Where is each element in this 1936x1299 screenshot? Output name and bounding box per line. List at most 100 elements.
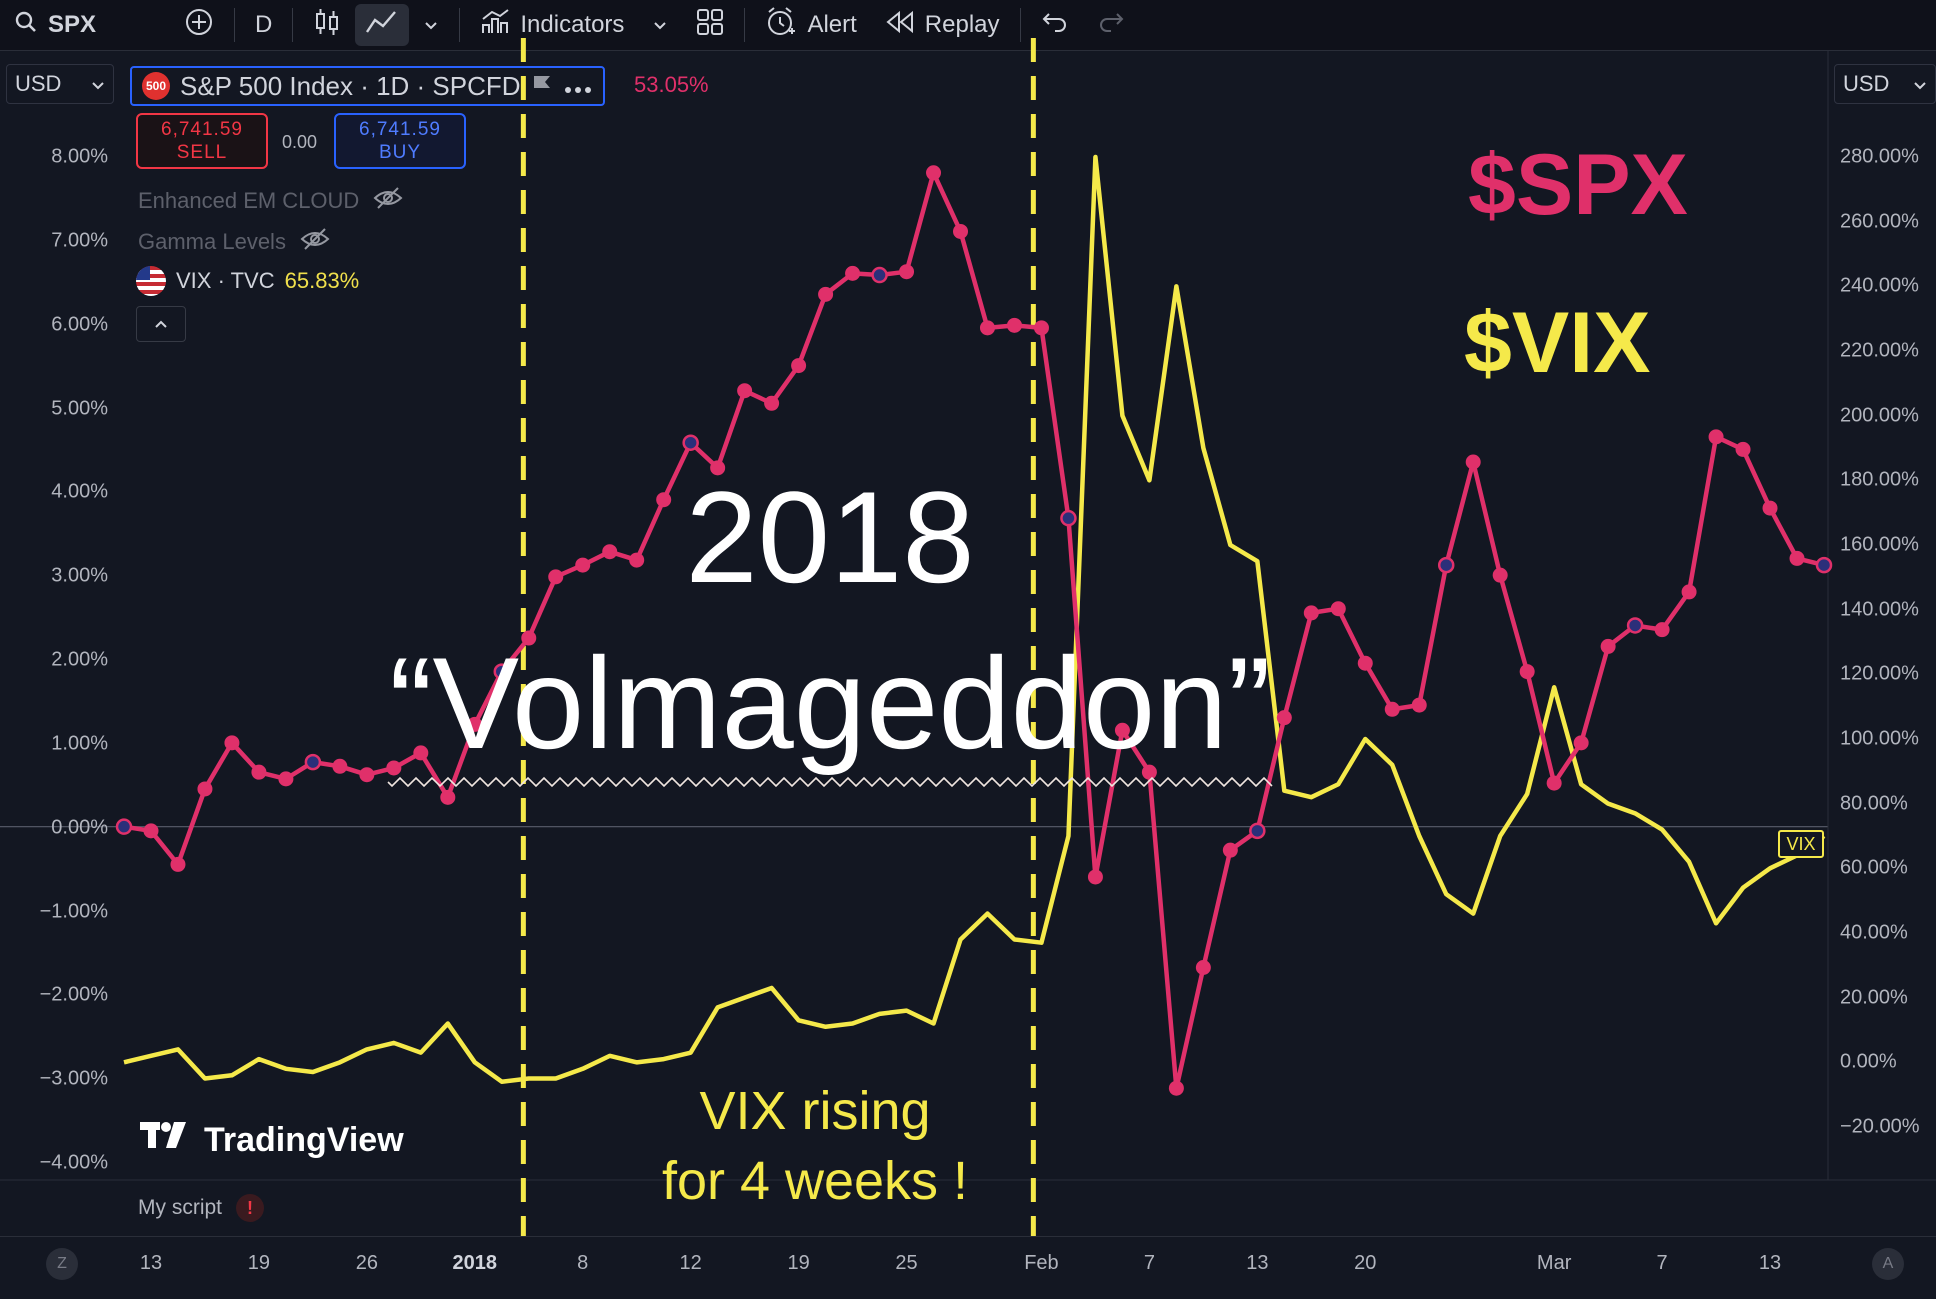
right-axis-tick: 180.00% [1840,468,1919,491]
collapse-legend-button[interactable] [136,306,186,342]
spx-data-point [548,569,564,585]
spx-data-point [1600,638,1616,654]
spx-data-point [521,630,537,646]
replay-button[interactable]: Replay [871,0,1014,50]
spx-data-point [1762,500,1778,516]
spx-data-point [1546,775,1562,791]
auto-scale-button[interactable]: A [1872,1248,1904,1280]
spx-data-point [1492,567,1508,583]
vix-series-line [123,154,1826,1084]
spx-data-point [682,434,699,451]
indicator-em-cloud[interactable]: Enhanced EM CLOUD [138,186,403,216]
currency-select-right[interactable]: USD [1834,64,1936,104]
indicator-gamma-label: Gamma Levels [138,229,286,254]
flag-icon[interactable] [531,71,553,102]
us-flag-icon [136,266,166,296]
time-axis-tick: 7 [1656,1252,1668,1274]
spx-annotation: $SPX [1468,137,1688,233]
vix-legend-change: 65.83% [284,268,360,293]
vix-note-line-2: for 4 weeks ! [661,1151,969,1211]
rewind-icon [885,10,915,41]
time-axis-tick: Feb [1024,1252,1059,1274]
tradingview-watermark: TradingView [140,1120,404,1161]
time-axis-tick: 13 [139,1252,163,1274]
spx-data-point [1195,960,1211,976]
spx-data-point [1303,605,1319,621]
more-options-icon[interactable] [563,71,593,102]
spx-data-point [278,771,294,787]
vix-annotation: $VIX [1464,295,1651,391]
alarm-clock-icon [765,6,797,45]
eye-hidden-icon[interactable] [300,227,330,257]
currency-left-label: USD [15,71,62,96]
error-icon[interactable]: ! [236,1194,264,1222]
left-axis-tick: 8.00% [51,145,108,168]
interval-button[interactable]: D [241,0,286,50]
currency-select-left[interactable]: USD [6,64,114,104]
sell-button[interactable]: 6,741.59 SELL [136,113,268,169]
right-axis-tick: 20.00% [1840,986,1908,1009]
candles-button[interactable] [299,0,355,50]
time-axis[interactable] [0,1236,1936,1299]
spx-data-point [1222,842,1238,858]
spx-data-point [359,767,375,783]
main-series-legend[interactable]: 500 S&P 500 Index · 1D · SPCFD [130,66,605,106]
spx-series-line [123,170,1825,1091]
time-axis-tick: 19 [247,1252,271,1274]
spx-data-point [1465,454,1481,470]
left-axis-tick: 5.00% [51,397,108,419]
vix-note-line-1: VIX rising [699,1081,931,1141]
vix-rising-note: VIX rising for 4 weeks ! [662,1076,968,1216]
left-axis-tick: −4.00% [39,1151,108,1174]
right-axis-tick: 140.00% [1840,598,1919,621]
right-axis-tick: 0.00% [1840,1050,1897,1073]
line-chart-button[interactable] [355,4,410,46]
spx-data-point [1087,869,1103,885]
indicators-dropdown[interactable] [638,0,682,50]
chart-type-dropdown[interactable] [409,0,453,50]
buy-label: BUY [378,142,422,163]
eye-hidden-icon[interactable] [373,186,403,216]
left-axis-tick: 6.00% [51,313,108,336]
replay-label: Replay [924,11,1000,38]
undo-button[interactable] [1027,0,1083,50]
left-axis-tick: 3.00% [51,564,108,587]
alert-button[interactable]: Alert [751,0,870,50]
undo-icon [1041,10,1069,41]
layouts-button[interactable] [682,0,738,50]
line-chart-icon [365,8,399,43]
spx-data-point [1437,556,1455,574]
search-icon [14,10,38,41]
chevron-down-icon [652,11,668,39]
spx-data-point [1411,697,1427,713]
time-axis-tick: 7 [1143,1252,1155,1274]
zoom-reset-button[interactable]: Z [46,1248,78,1280]
toolbar-divider [459,8,461,42]
script-pane[interactable]: My script ! [138,1194,264,1222]
spx-data-point [926,165,942,181]
script-label: My script [138,1196,222,1219]
indicators-button[interactable]: Indicators [466,0,638,50]
indicator-gamma-levels[interactable]: Gamma Levels [138,227,330,257]
tradingview-wordmark: TradingView [204,1121,404,1159]
right-axis-tick: 240.00% [1840,274,1919,297]
symbol-search[interactable]: SPX [0,0,110,50]
buy-button[interactable]: 6,741.59 BUY [334,113,466,169]
spx-data-point [953,223,969,239]
interval-label: D [255,11,273,38]
compare-button[interactable] [170,0,228,50]
toolbar-divider [234,8,236,42]
vix-legend[interactable]: VIX · TVC 65.83% [136,266,359,296]
vix-legend-name: VIX · TVC [176,268,275,293]
spx-data-point [1168,1080,1184,1096]
spx-data-point [304,753,322,771]
spx-data-point [710,460,726,476]
toolbar-divider [1019,8,1021,42]
spx-data-point [575,557,591,573]
time-axis-tick: 2018 [452,1252,498,1274]
spx-data-point [1735,441,1751,457]
spx-data-point [845,265,861,281]
redo-button[interactable] [1083,0,1139,50]
spx-data-point [791,358,807,374]
